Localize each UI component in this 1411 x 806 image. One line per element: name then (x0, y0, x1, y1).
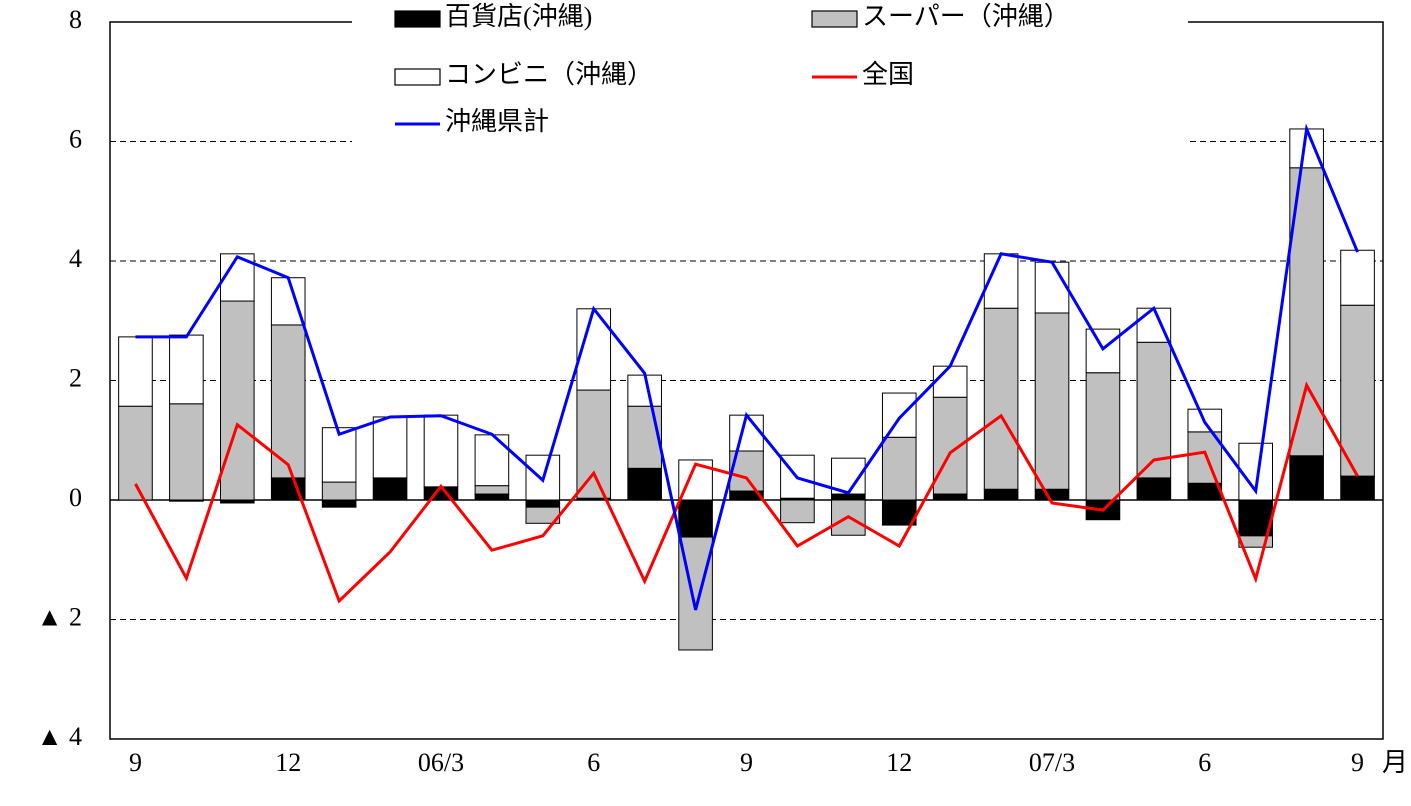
bar (1187, 431, 1223, 484)
bar (321, 499, 357, 508)
bar (678, 536, 713, 651)
bar (932, 493, 968, 501)
bar (1085, 372, 1121, 501)
bar (219, 300, 255, 501)
bar (321, 427, 357, 483)
y-tick-label: 0 (69, 483, 82, 512)
bar (169, 334, 204, 405)
bar (270, 277, 306, 326)
legend-label: 沖縄県計 (445, 107, 549, 136)
line (134, 381, 1359, 604)
bar (881, 436, 917, 501)
bar (729, 414, 764, 452)
x-tick-label: 12 (275, 748, 301, 777)
bar (372, 416, 408, 479)
bar (423, 486, 459, 501)
x-tick-label: 06/3 (418, 748, 464, 777)
legend-swatch (811, 10, 858, 28)
legend-box (352, 0, 1188, 150)
x-tick-label: 9 (1351, 748, 1364, 777)
x-tick-label: 12 (886, 748, 912, 777)
bar (1034, 312, 1070, 490)
bar (423, 414, 459, 488)
legend-swatch (394, 10, 441, 28)
y-tick-label: ▲ 2 (37, 602, 82, 631)
bar (1136, 477, 1172, 501)
bar (1034, 261, 1070, 314)
bar (1238, 535, 1274, 548)
bar (983, 488, 1019, 501)
bar (881, 392, 917, 438)
y-tick-label: 6 (69, 124, 82, 153)
x-tick-label: 9 (740, 748, 753, 777)
y-tick-label: ▲ 4 (37, 722, 82, 751)
bar (321, 481, 357, 501)
x-tick-label: 6 (1198, 748, 1211, 777)
y-tick-label: 8 (69, 5, 82, 34)
legend-label: 百貨店(沖縄) (445, 2, 592, 31)
bar (627, 467, 662, 501)
bar (881, 499, 917, 526)
legend-label: コンビニ（沖縄） (445, 60, 653, 89)
bar (678, 499, 713, 538)
bar (169, 403, 204, 501)
bar (1136, 341, 1172, 479)
bar (983, 307, 1019, 490)
bar (474, 493, 510, 501)
bar (525, 499, 561, 508)
bar (474, 434, 510, 487)
bar (1340, 475, 1375, 501)
x-tick-label: 9 (129, 748, 142, 777)
legend-label: 全国 (862, 60, 914, 89)
bar (780, 499, 815, 524)
bar (1340, 249, 1375, 306)
bar (1187, 482, 1223, 501)
bar (1289, 455, 1324, 501)
bar (474, 485, 510, 495)
x-tick-label: 07/3 (1029, 748, 1075, 777)
bar (1034, 488, 1070, 501)
bar (118, 336, 153, 407)
bar (576, 389, 612, 499)
line (135, 123, 1359, 611)
bar (372, 477, 408, 501)
bar (831, 499, 866, 536)
x-axis-label: 月 (1382, 748, 1408, 777)
bar (1085, 328, 1121, 374)
y-tick-label: 4 (69, 244, 82, 273)
y-tick-label: 2 (69, 363, 82, 392)
bar (932, 365, 968, 398)
bar (831, 493, 866, 501)
x-tick-label: 6 (587, 748, 600, 777)
legend-swatch (394, 68, 441, 86)
legend-label: スーパー（沖縄） (862, 2, 1070, 31)
bar (627, 405, 662, 469)
bar (1340, 304, 1375, 477)
